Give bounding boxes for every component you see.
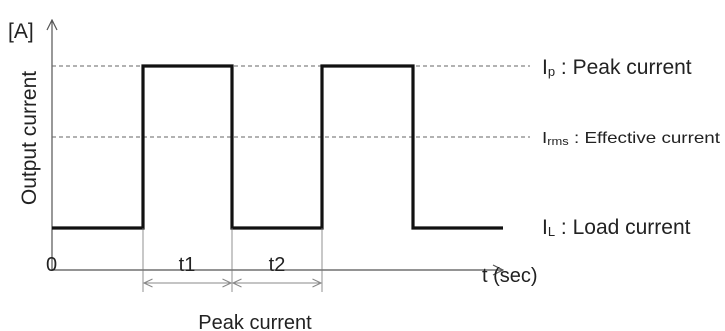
diagram-caption: Peak current — [198, 312, 312, 331]
t1-label: t1 — [179, 254, 196, 276]
y-axis-label: Output current — [18, 71, 41, 205]
current-waveform — [52, 64, 503, 230]
load-current-label: IL : Load current — [542, 216, 691, 239]
peak-current-label: Ip : Peak current — [542, 56, 692, 79]
rms-subscript: rms — [547, 136, 569, 148]
y-unit-label: [A] — [8, 20, 34, 43]
peak-text: : Peak current — [555, 56, 692, 79]
x-axis-label: t (sec) — [482, 265, 538, 287]
peak-symbol: I — [542, 56, 548, 79]
t2-label: t2 — [269, 254, 286, 276]
load-subscript: L — [548, 224, 555, 239]
load-text: : Load current — [555, 216, 691, 239]
load-symbol: I — [542, 216, 548, 239]
x-origin-label: 0 — [46, 254, 57, 276]
rms-symbol: I — [542, 130, 547, 147]
peak-subscript: p — [548, 64, 555, 79]
effective-current-label: Irms : Effective current — [542, 130, 721, 148]
rms-text: : Effective current — [569, 130, 721, 147]
